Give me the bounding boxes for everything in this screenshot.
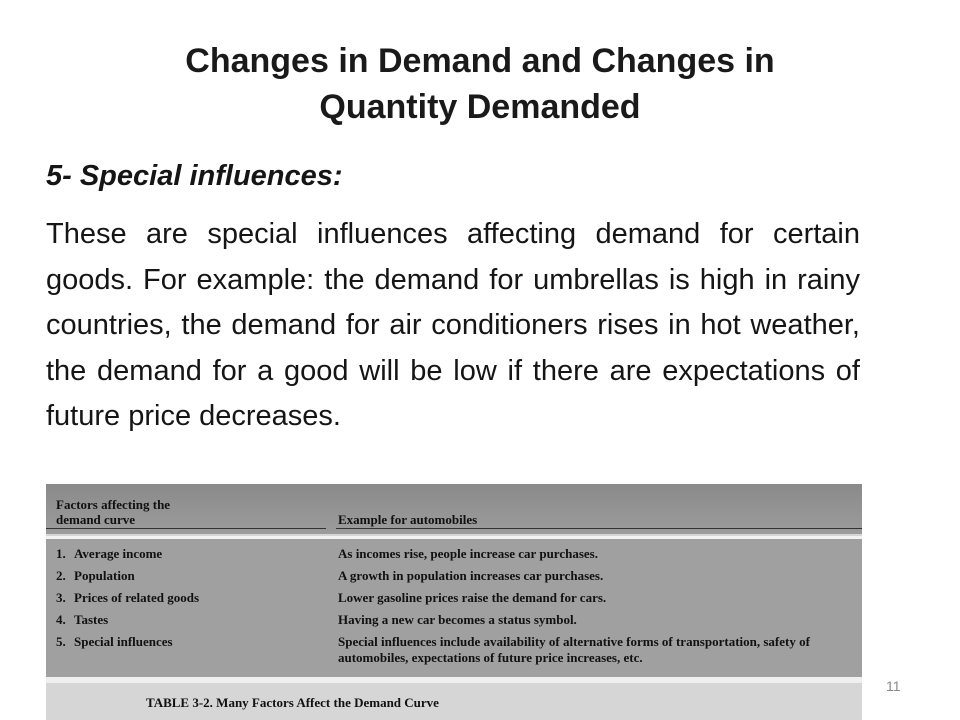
slide-title: Changes in Demand and Changes in Quantit… <box>0 38 960 130</box>
table-bottom-rule <box>46 677 862 683</box>
row-number: 5. <box>56 634 66 649</box>
header-divider-left <box>46 528 326 529</box>
body-paragraph: These are special influences affecting d… <box>46 218 860 432</box>
row-number: 2. <box>56 568 66 583</box>
row-factor: 3. Prices of related goods <box>56 590 199 606</box>
row-factor-label: Prices of related goods <box>74 590 200 605</box>
row-number: 4. <box>56 612 66 627</box>
header-rule <box>46 536 862 539</box>
row-number: 3. <box>56 590 66 605</box>
row-example: Lower gasoline prices raise the demand f… <box>338 590 607 605</box>
header-divider-right <box>336 528 862 529</box>
row-factor-label: Special influences <box>74 634 173 649</box>
header-example: Example for automobiles <box>338 512 478 527</box>
page-number: 11 <box>886 678 901 694</box>
row-factor: 1. Average income <box>56 546 162 562</box>
header-factors-line-1: Factors affecting the <box>56 497 171 512</box>
header-factors-line-2: demand curve <box>56 512 136 527</box>
row-factor: 4. Tastes <box>56 612 108 628</box>
row-factor-label: Tastes <box>74 612 109 627</box>
row-number: 1. <box>56 546 66 561</box>
slide-title-line-1: Changes in Demand and Changes in <box>185 42 775 80</box>
row-example: A growth in population increases car pur… <box>338 568 604 583</box>
row-factor: 2. Population <box>56 568 135 584</box>
demand-factors-table: Factors affecting the demand curve Examp… <box>46 484 862 720</box>
row-factor: 5. Special influences <box>56 634 173 650</box>
table-caption: TABLE 3-2. Many Factors Affect the Deman… <box>146 695 439 710</box>
row-example: Having a new car becomes a status symbol… <box>338 612 577 627</box>
row-factor-label: Population <box>74 568 135 583</box>
header-factors: Factors affecting the demand curve <box>56 497 256 527</box>
table-header: Factors affecting the demand curve Examp… <box>46 484 862 534</box>
table-body: 1. Average income As incomes rise, people… <box>46 539 862 677</box>
row-factor-label: Average income <box>74 546 163 561</box>
row-example: Special influences include availability … <box>338 634 810 665</box>
section-subheading: 5- Special influences: <box>46 160 343 192</box>
slide-title-line-2: Quantity Demanded <box>319 88 641 126</box>
row-example: As incomes rise, people increase car pur… <box>338 546 598 561</box>
